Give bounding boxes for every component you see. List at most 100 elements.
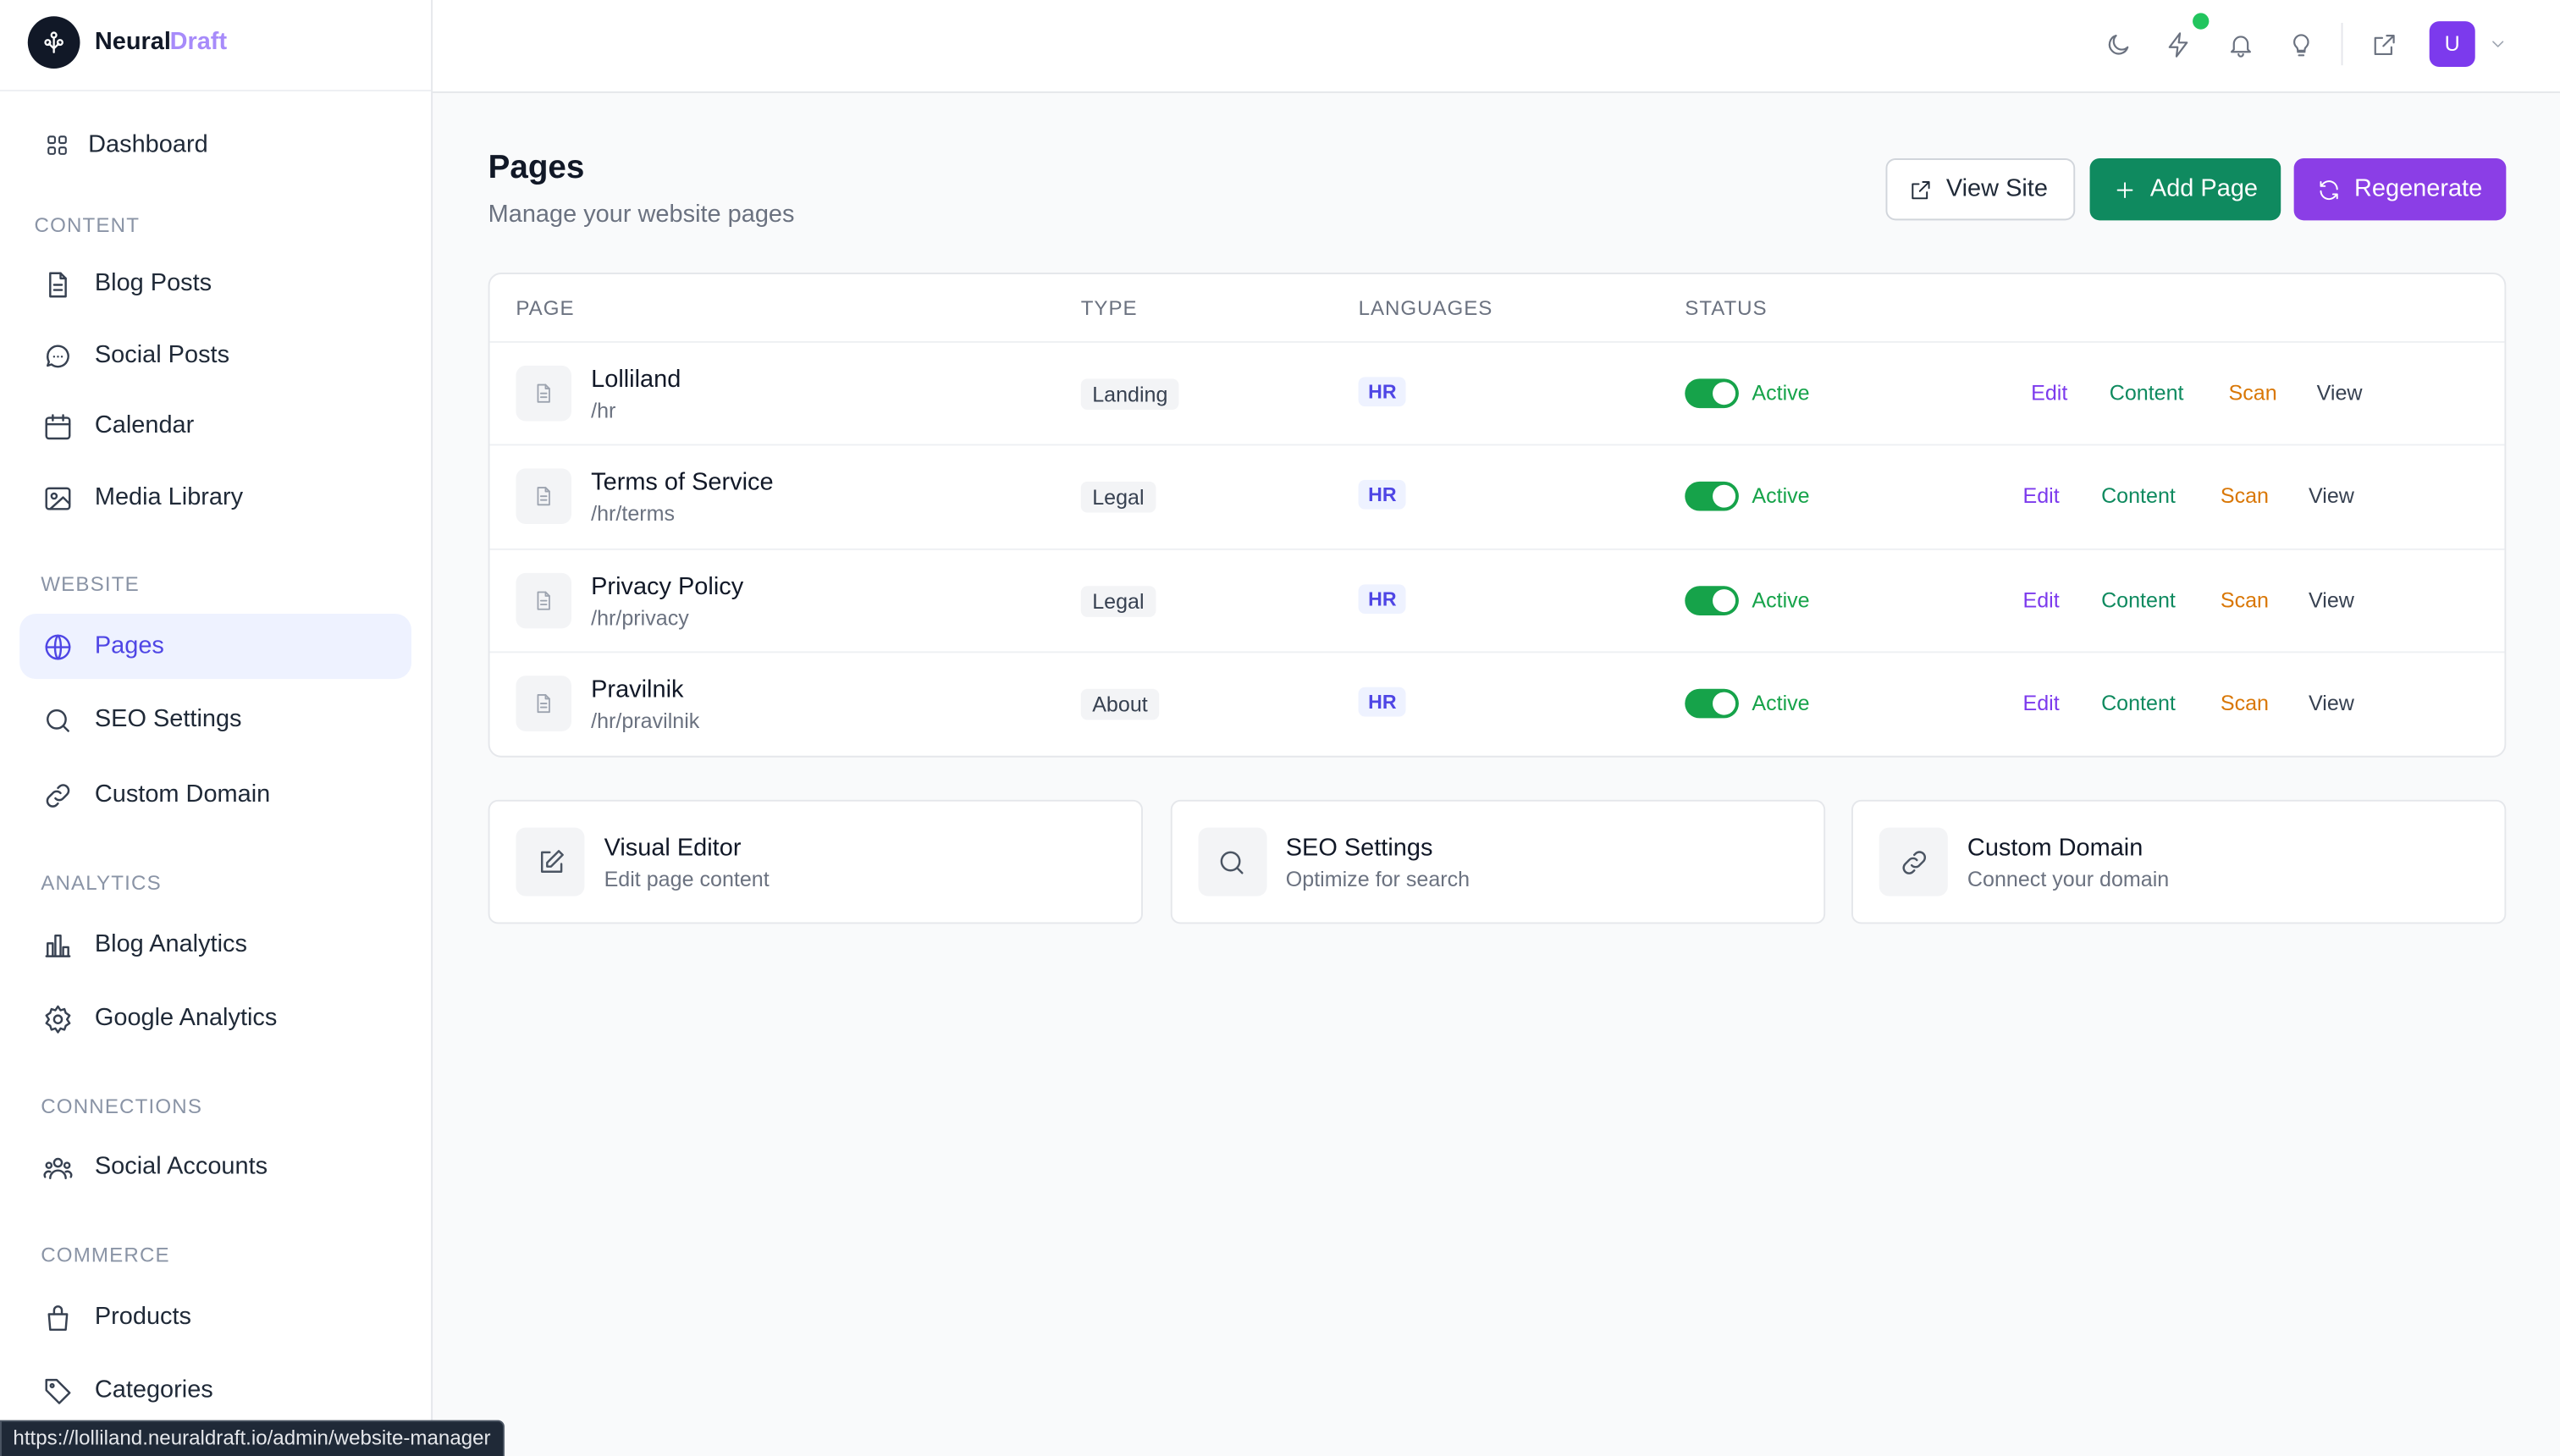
nav-icon	[47, 135, 67, 155]
card-title: Visual Editor	[604, 834, 742, 863]
quick-card[interactable]	[1851, 799, 2507, 924]
card-subtitle: Connect your domain	[1967, 866, 2170, 891]
language-badge: HR	[1358, 583, 1407, 614]
nav-section-label: CONTENT	[34, 213, 141, 237]
action-button[interactable]	[1885, 158, 2076, 221]
row-action[interactable]: Scan	[2220, 587, 2270, 612]
page-name[interactable]: Pravilnik	[591, 676, 684, 703]
header-icon	[2107, 34, 2128, 54]
toggle-knob	[1713, 588, 1736, 612]
row-divider	[489, 651, 2505, 654]
row-action[interactable]: Scan	[2220, 483, 2270, 509]
row-action[interactable]: Edit	[2022, 483, 2060, 509]
page-icon	[537, 693, 550, 713]
page-name[interactable]: Terms of Service	[591, 468, 774, 497]
page-name[interactable]: Privacy Policy	[591, 572, 744, 600]
card-title: Custom Domain	[1967, 834, 2143, 863]
nav-item[interactable]: Blog Analytics	[94, 930, 247, 958]
button-icon	[1911, 180, 1929, 199]
avatar[interactable]: U	[2429, 21, 2475, 68]
page-path: /hr	[591, 398, 616, 423]
toggle-knob	[1713, 692, 1736, 715]
card-icon	[540, 849, 563, 873]
row-action[interactable]: Scan	[2220, 690, 2270, 715]
header-icon	[2373, 34, 2394, 55]
header-icon	[2292, 33, 2309, 56]
card-subtitle: Optimize for search	[1285, 866, 1470, 891]
toggle-knob	[1713, 382, 1736, 405]
row-action[interactable]: Content	[2101, 587, 2176, 612]
type-badge: Landing	[1080, 378, 1179, 410]
card-subtitle: Edit page content	[604, 866, 770, 891]
type-badge: Legal	[1080, 585, 1156, 617]
nav-item[interactable]: SEO Settings	[94, 705, 242, 733]
language-badge: HR	[1358, 377, 1407, 407]
page-title: Pages	[488, 150, 585, 186]
column-header: LANGUAGES	[1358, 296, 1493, 320]
nav-icon	[44, 413, 70, 439]
nav-item[interactable]: Media Library	[94, 483, 244, 511]
nav-icon	[44, 1004, 70, 1033]
button-label[interactable]: Regenerate	[2353, 174, 2483, 203]
nav-item[interactable]: Custom Domain	[94, 780, 271, 808]
row-divider	[489, 548, 2505, 550]
page-icon	[537, 590, 550, 609]
nav-section-label: COMMERCE	[41, 1244, 170, 1267]
nav-item[interactable]: Pages	[94, 631, 164, 660]
row-action[interactable]: View	[2308, 483, 2354, 509]
nav-item[interactable]: Calendar	[94, 411, 195, 439]
nav-icon	[48, 271, 66, 297]
nav-item-active-bg[interactable]	[19, 614, 411, 680]
column-header: PAGE	[516, 296, 575, 320]
row-action[interactable]: Content	[2101, 690, 2176, 715]
toggle-knob	[1713, 485, 1736, 509]
nav-icon	[46, 708, 69, 731]
row-action[interactable]: Content	[2101, 483, 2176, 509]
row-divider	[489, 444, 2505, 446]
button-icon	[2116, 181, 2132, 198]
row-action[interactable]: View	[2308, 690, 2354, 715]
nav-icon	[47, 1304, 68, 1331]
row-action[interactable]: Edit	[2022, 690, 2060, 715]
header-icon	[2229, 35, 2251, 57]
button-label[interactable]: Add Page	[2149, 174, 2259, 203]
sidebar	[0, 0, 433, 1456]
row-action[interactable]: Scan	[2228, 380, 2277, 405]
nav-item[interactable]: Google Analytics	[94, 1003, 278, 1032]
nav-icon	[46, 344, 69, 367]
card-icon-box	[516, 827, 585, 896]
row-action[interactable]: Edit	[2031, 380, 2068, 405]
action-button[interactable]	[2293, 158, 2507, 221]
page-subtitle: Manage your website pages	[488, 201, 795, 229]
page-path: /hr/pravilnik	[591, 708, 700, 733]
quick-card[interactable]	[1169, 799, 1825, 924]
nav-item[interactable]: Products	[94, 1302, 192, 1331]
row-action[interactable]: View	[2308, 587, 2354, 612]
nav-item[interactable]: Blog Posts	[94, 269, 212, 297]
row-action[interactable]: Content	[2109, 380, 2184, 405]
column-header: TYPE	[1080, 296, 1138, 320]
button-icon	[2319, 179, 2337, 200]
nav-item[interactable]: Categories	[94, 1376, 213, 1404]
nav-item[interactable]: Social Accounts	[94, 1152, 268, 1181]
nav-icon	[44, 1377, 70, 1404]
card-icon	[1220, 850, 1244, 874]
page-icon	[537, 487, 550, 506]
nav-section-label: CONNECTIONS	[41, 1095, 203, 1118]
card-icon-box	[1879, 827, 1948, 896]
nav-icon	[44, 934, 70, 957]
header-icon	[2167, 31, 2188, 57]
status-text: Active	[1752, 587, 1810, 612]
row-action[interactable]: View	[2316, 380, 2363, 405]
table	[488, 273, 2507, 758]
type-badge: Legal	[1080, 482, 1156, 514]
nav-item[interactable]: Social Posts	[94, 341, 230, 369]
status-text: Active	[1752, 380, 1810, 405]
button-label[interactable]: View Site	[1945, 174, 2048, 203]
quick-card[interactable]	[488, 799, 1143, 924]
row-action[interactable]: Edit	[2022, 587, 2060, 612]
page-name[interactable]: Lolliland	[591, 365, 681, 394]
nav-item[interactable]: Dashboard	[88, 130, 208, 159]
nav-section-label: ANALYTICS	[41, 871, 162, 895]
brand-name: Neural	[94, 27, 171, 56]
